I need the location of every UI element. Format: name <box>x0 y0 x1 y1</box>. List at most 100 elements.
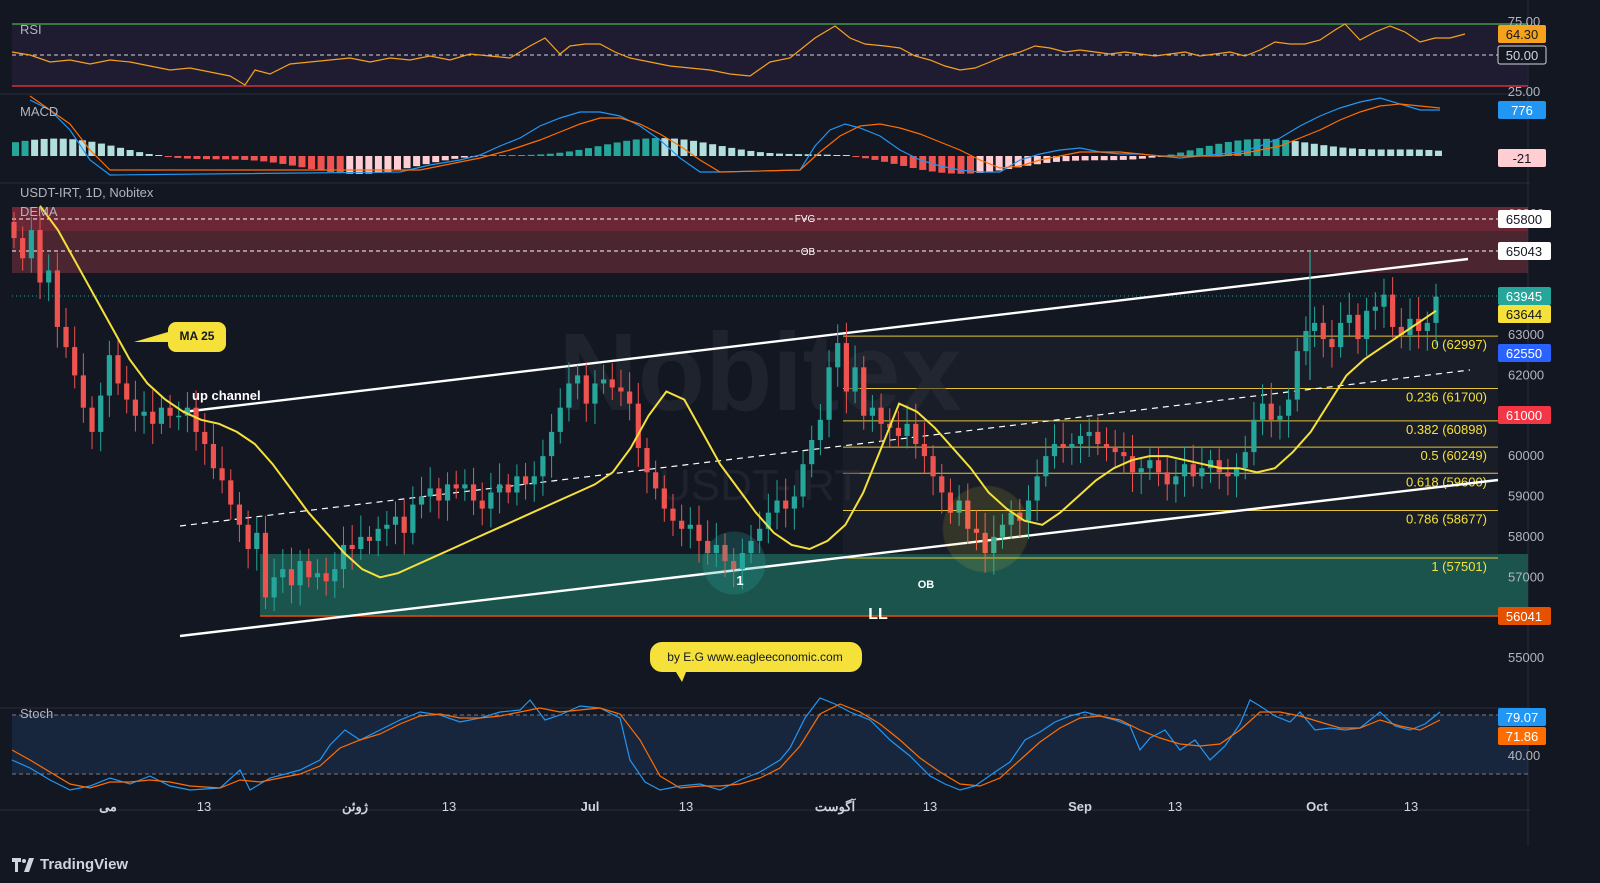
candle-body <box>1242 452 1248 469</box>
candle-body <box>1181 464 1188 477</box>
candle-body <box>705 540 711 554</box>
candle-body <box>488 492 494 509</box>
candle-body <box>63 326 69 348</box>
candle-body <box>89 407 95 432</box>
candle-body <box>80 375 86 408</box>
macd-bar <box>403 156 411 169</box>
candle-body <box>1390 294 1396 327</box>
macd-bar <box>651 138 659 156</box>
candle-body <box>878 407 884 424</box>
macd-bar <box>1434 150 1442 156</box>
candle-body <box>401 516 407 533</box>
candle-body <box>670 508 676 521</box>
macd-bar <box>126 150 134 156</box>
candle-body <box>1320 322 1326 340</box>
price-tick: 57000 <box>1508 569 1544 584</box>
macd-bar <box>642 138 650 156</box>
tradingview-logo[interactable]: TradingView <box>12 856 128 873</box>
candle-body <box>514 476 520 493</box>
macd-bar <box>1387 149 1395 156</box>
macd-bar <box>69 139 77 156</box>
macd-label: MACD <box>20 104 58 119</box>
up-channel-label: up channel <box>192 388 261 403</box>
macd-bar <box>976 156 984 173</box>
macd-bar <box>632 139 640 156</box>
candle-body <box>583 375 589 404</box>
macd-bar <box>327 156 335 172</box>
indicator-axis-labels: 75.0064.3050.0025.00776-2179.0771.8640.0… <box>1497 14 1547 763</box>
price-label-box <box>1498 287 1551 305</box>
candle-body <box>46 270 52 283</box>
macd-bar <box>1320 145 1328 156</box>
candle-body <box>323 573 329 582</box>
candle-body <box>913 423 919 445</box>
candle-body <box>496 484 503 493</box>
candle-body <box>505 484 511 493</box>
candle-body <box>202 431 208 445</box>
macd-bar <box>680 139 688 156</box>
price-label-box <box>1498 607 1551 625</box>
indicator-value: 64.30 <box>1506 27 1539 42</box>
rsi-label: RSI <box>20 22 42 37</box>
byline-callout <box>650 642 862 682</box>
macd-bar <box>117 147 125 156</box>
candle-body <box>826 367 832 420</box>
candle-body <box>1008 512 1014 525</box>
byline-label: by E.G www.eagleeconomic.com <box>667 650 842 664</box>
macd-bar <box>737 149 745 156</box>
macd-signal-line <box>29 95 1441 173</box>
macd-bar <box>384 156 392 172</box>
macd-bar <box>766 152 774 156</box>
candle-body <box>236 504 243 525</box>
time-tick: می <box>99 799 117 814</box>
candle-body <box>1251 419 1257 453</box>
macd-bar <box>1100 156 1108 161</box>
macd-bar <box>1234 140 1242 156</box>
candle-body <box>601 379 607 384</box>
candle-body <box>280 569 286 578</box>
candle-body <box>687 524 693 529</box>
indicator-value-box <box>1498 727 1546 745</box>
price-label-text: 56041 <box>1506 609 1542 624</box>
time-tick: ژوئن <box>342 799 368 815</box>
candle-body <box>713 544 719 554</box>
macd-bar <box>336 156 344 174</box>
candle-body <box>1190 464 1196 477</box>
price-label-text: 63945 <box>1506 289 1542 304</box>
candle-body <box>98 395 104 432</box>
highlight-circle-1 <box>702 531 766 595</box>
macd-bar <box>1148 156 1156 158</box>
ob-zone-bottom <box>260 554 1528 616</box>
candle-body <box>54 270 60 327</box>
candle-body <box>817 419 823 440</box>
candle-body <box>470 484 477 501</box>
macd-bar <box>346 156 354 174</box>
candle-body <box>1207 460 1214 469</box>
price-tick: 55000 <box>1508 650 1544 665</box>
macd-bar <box>890 156 898 164</box>
indicator-value-box <box>1498 149 1546 167</box>
price-label-text: 65043 <box>1506 244 1542 259</box>
candle-body <box>288 569 295 586</box>
candle-body <box>1147 460 1153 469</box>
price-pane[interactable]: 0 (62997) 0.236 (61700) 0.382 (60898) 0.5 (… <box>11 185 1551 682</box>
macd-bar <box>317 156 325 171</box>
candles <box>11 211 1439 612</box>
candle-body <box>314 573 321 578</box>
macd-line <box>29 97 1440 176</box>
time-axis[interactable]: می 13 ژوئن 13 Jul 13 آگوست 13 Sep 13 Oct 13 <box>99 798 1418 815</box>
candle-body <box>349 544 355 549</box>
candle-body <box>132 399 138 416</box>
fib-label: 0.382 (60898) <box>1406 422 1487 437</box>
price-tick: 63000 <box>1508 327 1544 342</box>
macd-bar <box>1052 156 1060 162</box>
macd-bar <box>164 156 172 157</box>
candle-body <box>809 439 815 465</box>
candle-body <box>150 411 156 424</box>
macd-bar <box>279 156 287 164</box>
candle-body <box>861 367 867 416</box>
macd-bar <box>1310 143 1318 156</box>
macd-bar <box>1396 149 1404 156</box>
candle-body <box>774 500 780 513</box>
